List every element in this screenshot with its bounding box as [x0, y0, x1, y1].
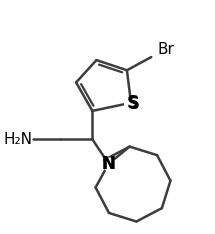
Text: N: N	[102, 155, 116, 173]
Text: Br: Br	[157, 42, 174, 57]
Text: H₂N: H₂N	[3, 132, 32, 147]
Text: S: S	[128, 95, 140, 113]
Text: N: N	[102, 155, 116, 173]
Text: S: S	[127, 94, 139, 112]
